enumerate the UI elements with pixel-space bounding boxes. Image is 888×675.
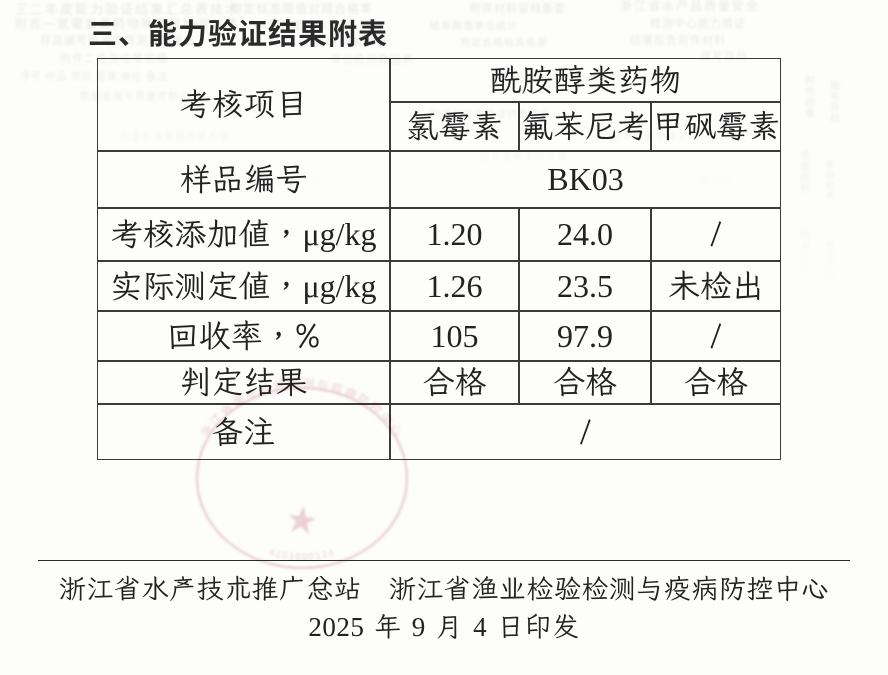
svg-text:附件材料留档备查: 附件材料留档备查 xyxy=(470,0,566,16)
svg-text:结果报告附件材料: 结果报告附件材料 xyxy=(630,32,726,48)
svg-text:编号存档: 编号存档 xyxy=(828,79,843,124)
svg-text:审核批准: 审核批准 xyxy=(824,159,837,200)
svg-text:浙江省水产品质量安全: 浙江省水产品质量安全 xyxy=(620,0,760,14)
svg-text:质量控制: 质量控制 xyxy=(798,150,813,194)
svg-text:结果汇总: 结果汇总 xyxy=(798,229,813,274)
svg-text:结果数值单位统计: 结果数值单位统计 xyxy=(430,17,518,32)
svg-text:检测中心能力验证: 检测中心能力验证 xyxy=(650,15,746,31)
svg-text:浙江省渔业检验检测与疫病防控中心: 浙江省渔业检验检测与疫病防控中心 xyxy=(197,375,408,441)
svg-text:单位存档: 单位存档 xyxy=(824,239,837,280)
svg-text:附检结果: 附检结果 xyxy=(803,74,818,119)
svg-text:判定合格标准依据: 判定合格标准依据 xyxy=(460,34,548,49)
